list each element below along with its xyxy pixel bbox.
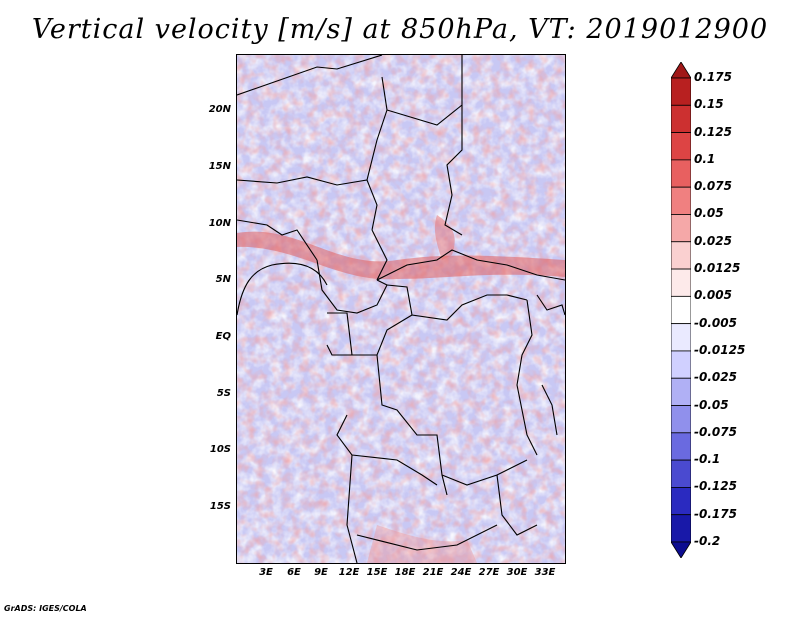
colorbar-label: 0.1: [694, 151, 716, 166]
y-axis-label: 10S: [209, 444, 231, 455]
colorbar-label: -0.005: [694, 315, 737, 330]
colorbar-label: 0.125: [694, 124, 732, 139]
colorbar-label: 0.025: [694, 233, 732, 248]
colorbar-label: -0.075: [694, 424, 737, 439]
colorbar-label: 0.05: [694, 206, 724, 221]
colorbar-label: -0.025: [694, 370, 737, 385]
colorbar-label: 0.075: [694, 179, 732, 194]
colorbar-segment: [671, 186, 691, 215]
y-axis-label: 15S: [209, 501, 231, 512]
colorbar-label: -0.2: [694, 534, 721, 548]
vertical-velocity-field: [237, 55, 565, 563]
colorbar-segment: [671, 159, 691, 188]
colorbar-segment: [671, 295, 691, 325]
colorbar-segment: [671, 323, 691, 352]
x-axis-label: 27E: [478, 567, 500, 578]
x-axis-label: 33E: [534, 567, 556, 578]
colorbar-label: -0.125: [694, 479, 737, 494]
colorbar-label: -0.1: [694, 452, 721, 467]
x-axis-label: 24E: [450, 567, 472, 578]
y-axis-label: 10N: [208, 218, 231, 229]
x-axis-label: 3E: [259, 567, 273, 578]
x-axis-label: 6E: [287, 567, 301, 578]
colorbar-segment: [671, 459, 691, 488]
grads-credit: GrADS: IGES/COLA: [4, 604, 87, 613]
colorbar-segment: [671, 268, 691, 297]
colorbar-label: -0.175: [694, 506, 737, 521]
colorbar-segment: [671, 214, 691, 243]
colorbar-segment: [671, 132, 691, 161]
colorbar-label: -0.0125: [694, 342, 746, 357]
y-axis-label: 5S: [216, 388, 231, 399]
colorbar-segment: [671, 405, 691, 434]
x-axis-label: 18E: [394, 567, 416, 578]
colorbar-label: 0.005: [694, 288, 732, 303]
y-axis-label: 20N: [208, 104, 231, 115]
colorbar-segment: [671, 432, 691, 461]
x-axis-label: 30E: [506, 567, 528, 578]
colorbar: [671, 62, 691, 558]
x-axis-label: 12E: [338, 567, 360, 578]
y-axis-label: 5N: [215, 274, 231, 285]
x-axis-label: 21E: [422, 567, 444, 578]
colorbar-segment: [671, 487, 691, 516]
y-axis-label: EQ: [215, 331, 231, 342]
x-axis-label: 9E: [314, 567, 328, 578]
x-axis-label: 15E: [366, 567, 388, 578]
colorbar-segment: [671, 514, 691, 543]
colorbar-segment: [671, 77, 691, 106]
colorbar-label: 0.175: [694, 70, 732, 84]
colorbar-min-arrow: [671, 541, 691, 558]
map-plot-area: [236, 54, 566, 564]
map-title: Vertical velocity [m/s] at 850hPa, VT: 2…: [31, 14, 769, 45]
colorbar-segment: [671, 241, 691, 270]
country-borders: [237, 55, 565, 563]
colorbar-label: 0.0125: [694, 261, 741, 276]
colorbar-label: -0.05: [694, 397, 729, 412]
colorbar-segment: [671, 104, 691, 133]
colorbar-max-arrow: [671, 62, 691, 79]
colorbar-label: 0.15: [694, 97, 724, 112]
y-axis-label: 15N: [208, 161, 231, 172]
colorbar-segment: [671, 377, 691, 406]
colorbar-segment: [671, 350, 691, 379]
